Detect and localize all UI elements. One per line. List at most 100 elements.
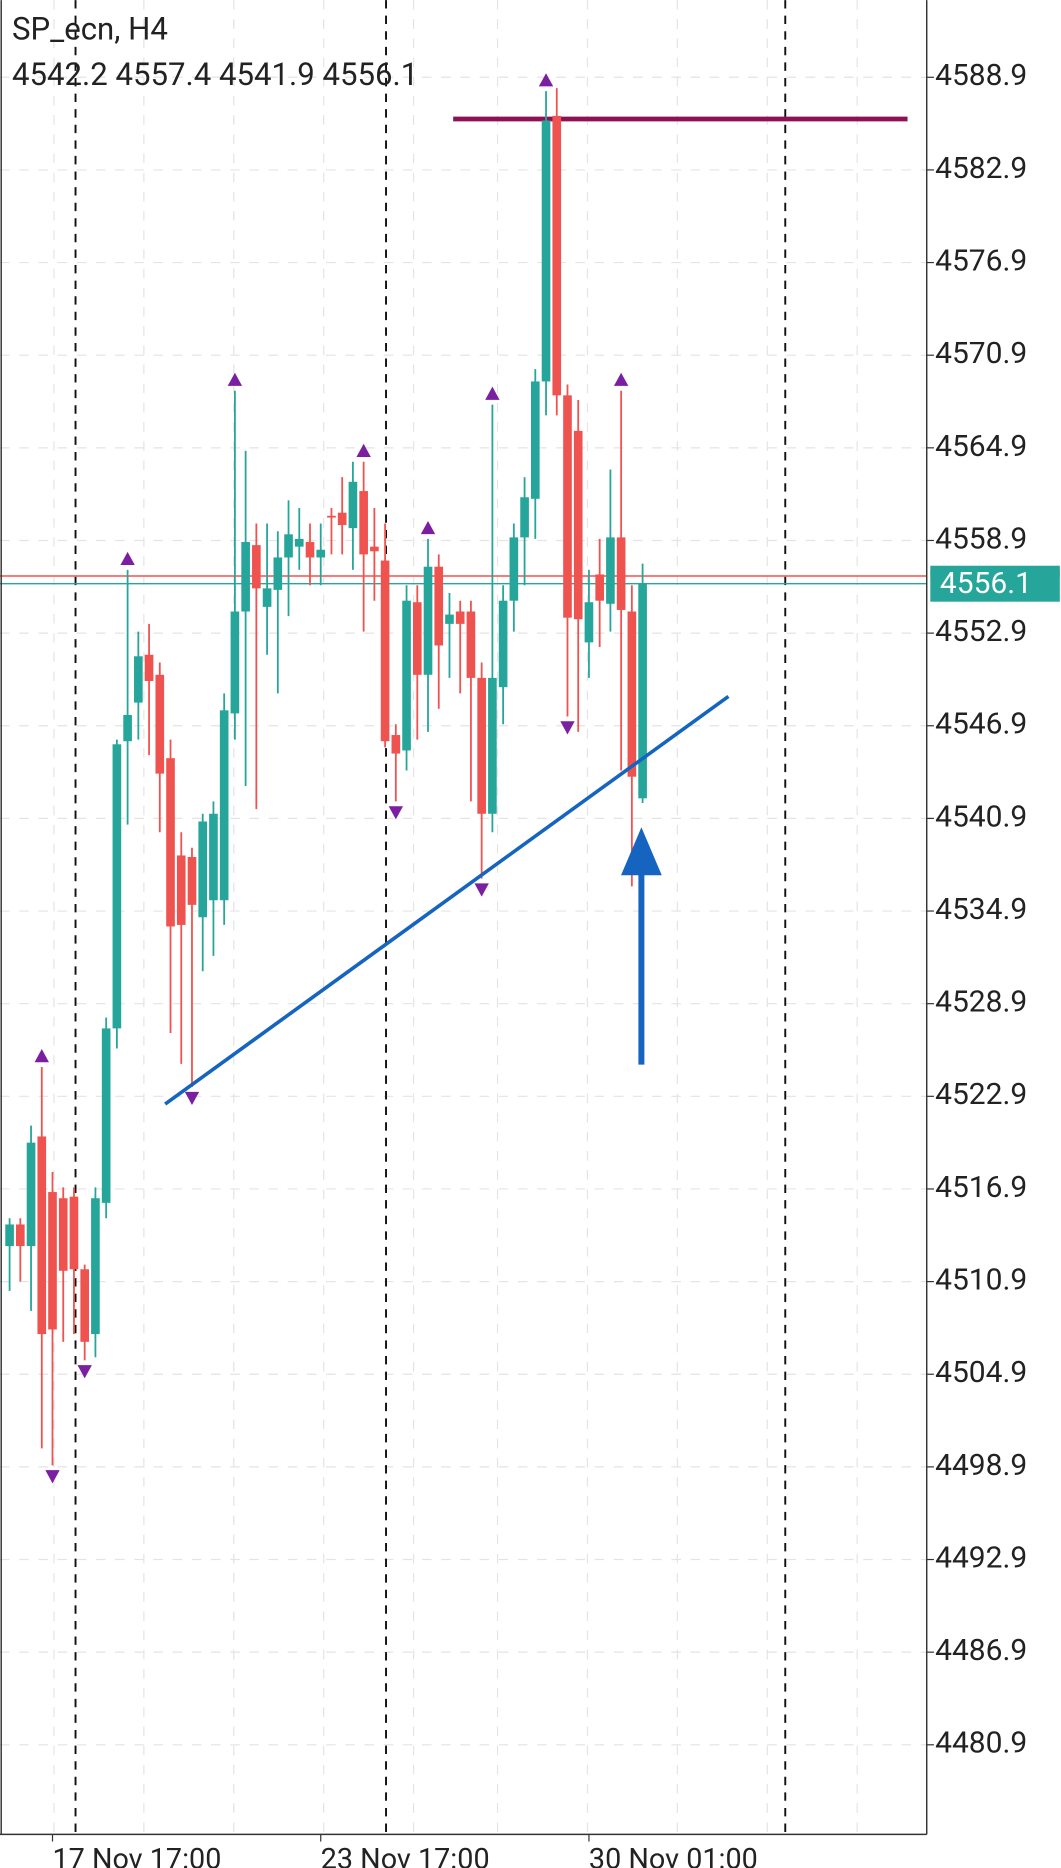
fractal-up: [120, 551, 135, 566]
grid: [0, 0, 927, 1835]
plot: [0, 73, 927, 1484]
y-tick-label: 4528.9: [935, 985, 1027, 1020]
candle-body: [327, 515, 336, 518]
candle-body: [123, 714, 132, 742]
y-tick-label: 4558.9: [935, 521, 1027, 556]
candle-body: [509, 537, 519, 601]
x-tick-label: 17 Nov 17:00: [53, 1842, 222, 1868]
candle-body: [144, 654, 154, 681]
trendline: [164, 694, 730, 1106]
candle-body: [5, 1224, 14, 1247]
x-tick-label: 30 Nov 01:00: [589, 1842, 758, 1868]
candle-body: [348, 481, 358, 529]
arrow-head: [621, 827, 662, 876]
annotation-arrow: [621, 827, 662, 1065]
fractal-down: [560, 721, 575, 735]
bid-price-label: 4556.1: [940, 566, 1032, 601]
x-tick-label: 23 Nov 17:00: [321, 1842, 490, 1868]
candle-body: [359, 491, 368, 555]
candle-body: [445, 614, 454, 624]
y-tick-label: 4576.9: [935, 243, 1027, 278]
candle-body: [455, 611, 465, 624]
fractal-up: [356, 443, 371, 457]
candle-body: [80, 1269, 90, 1342]
fractal-up: [34, 1049, 49, 1063]
candle-body: [606, 537, 615, 604]
y-tick-label: 4534.9: [935, 892, 1027, 927]
candle-body: [316, 549, 326, 558]
candle-body: [337, 512, 347, 526]
candle-body: [230, 611, 240, 714]
candle-body: [209, 813, 218, 901]
fractal-up: [227, 372, 243, 386]
candle-body: [241, 542, 250, 612]
candle-body: [273, 557, 283, 590]
candle-body: [541, 120, 551, 382]
y-tick-label: 4492.9: [935, 1540, 1027, 1575]
y-tick-label: 4564.9: [935, 429, 1027, 464]
candle-body: [26, 1142, 36, 1247]
fractal-down: [45, 1470, 60, 1484]
candle-body: [477, 677, 486, 814]
candle-body: [423, 566, 433, 675]
candle-body: [176, 855, 186, 925]
y-tick-label: 4540.9: [935, 799, 1027, 834]
candle-body: [187, 856, 197, 905]
candle-body: [595, 574, 604, 601]
candle-body: [563, 395, 572, 618]
fractal-down: [388, 806, 404, 820]
candle-body: [530, 381, 540, 499]
y-tick-label: 4570.9: [935, 336, 1027, 371]
y-tick-label: 4516.9: [935, 1170, 1027, 1205]
candle-body: [380, 560, 390, 742]
candle-body: [294, 538, 304, 547]
fractal-up: [485, 386, 500, 400]
y-tick-label: 4486.9: [935, 1633, 1027, 1668]
candle-body: [638, 583, 647, 799]
candle-body: [552, 115, 562, 396]
candle-body: [412, 602, 422, 675]
bid-price-box: [930, 565, 1060, 602]
y-tick-label: 4480.9: [935, 1726, 1027, 1761]
candle-body: [91, 1198, 100, 1335]
candle-body: [166, 758, 175, 927]
y-tick-label: 4546.9: [935, 707, 1027, 742]
ohlc-readout: 4542.2 4557.4 4541.9 4556.1: [12, 56, 418, 93]
candle-body: [434, 566, 444, 646]
y-tick-label: 4522.9: [935, 1077, 1027, 1112]
candle-body: [584, 602, 594, 643]
candle-body: [284, 534, 293, 558]
candle-body: [370, 546, 379, 552]
y-tick-label: 4498.9: [935, 1448, 1027, 1483]
y-tick-label: 4510.9: [935, 1263, 1027, 1298]
candle-body: [616, 537, 626, 610]
candle-body: [391, 735, 401, 754]
fractal-up: [613, 372, 629, 386]
candle-body: [252, 545, 261, 589]
candle-body: [37, 1136, 47, 1335]
candle-body: [69, 1196, 79, 1270]
fractal-down: [184, 1091, 200, 1106]
candle-body: [262, 588, 272, 607]
candle-body: [198, 821, 208, 918]
candle-body: [520, 497, 529, 538]
y-tick-label: 4588.9: [935, 58, 1027, 93]
y-tick-label: 4552.9: [935, 614, 1027, 649]
candle-body: [101, 1028, 111, 1203]
fractal-down: [474, 883, 489, 897]
candle-body: [627, 611, 637, 777]
chart-title: SP_ecn, H4: [12, 10, 168, 47]
candle-body: [402, 600, 411, 751]
fractal-down: [77, 1365, 92, 1379]
candle-body: [219, 710, 229, 901]
candle-body: [16, 1224, 25, 1247]
fractal-up: [538, 73, 554, 87]
candle-body: [488, 677, 497, 814]
candle-body: [112, 744, 122, 1029]
y-tick-label: 4582.9: [935, 151, 1027, 186]
fractal-up: [420, 520, 436, 535]
candle-body: [48, 1192, 57, 1330]
candle-body: [58, 1198, 68, 1271]
